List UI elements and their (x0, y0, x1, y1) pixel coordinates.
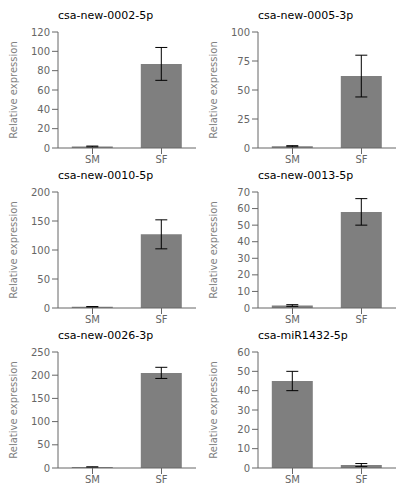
svg-text:50: 50 (237, 220, 250, 231)
svg-text:40: 40 (237, 236, 250, 247)
svg-text:75: 75 (237, 56, 250, 67)
svg-text:SM: SM (85, 474, 100, 485)
svg-text:10: 10 (237, 443, 250, 454)
svg-text:Relative expression: Relative expression (8, 361, 19, 458)
svg-text:70: 70 (237, 187, 250, 198)
svg-text:SM: SM (285, 154, 300, 165)
svg-text:100: 100 (31, 46, 50, 57)
svg-text:SF: SF (355, 314, 367, 325)
svg-text:Relative expression: Relative expression (208, 201, 219, 298)
svg-text:SF: SF (355, 474, 367, 485)
svg-text:60: 60 (37, 85, 50, 96)
svg-text:30: 30 (237, 253, 250, 264)
svg-text:150: 150 (31, 216, 50, 227)
html-text:csa-miR1432-5p: csa-miR1432-5p (258, 329, 348, 342)
svg-text:0: 0 (244, 463, 250, 474)
svg-text:SF: SF (155, 314, 167, 325)
svg-text:150: 150 (31, 393, 50, 404)
svg-text:SM: SM (85, 314, 100, 325)
svg-text:100: 100 (31, 245, 50, 256)
html-text:csa-new-0013-5p: csa-new-0013-5p (258, 169, 354, 182)
svg-text:SF: SF (355, 154, 367, 165)
svg-text:0: 0 (44, 143, 50, 154)
svg-text:50: 50 (237, 85, 250, 96)
svg-text:200: 200 (31, 187, 50, 198)
svg-text:Relative expression: Relative expression (208, 41, 219, 138)
svg-text:30: 30 (237, 405, 250, 416)
svg-text:Relative expression: Relative expression (8, 41, 19, 138)
svg-text:20: 20 (237, 424, 250, 435)
svg-text:40: 40 (37, 104, 50, 115)
svg-text:SM: SM (85, 154, 100, 165)
svg-text:SF: SF (155, 474, 167, 485)
svg-text:0: 0 (244, 303, 250, 314)
svg-text:SM: SM (285, 314, 300, 325)
svg-text:10: 10 (237, 286, 250, 297)
html-text:csa-new-0010-5p: csa-new-0010-5p (58, 169, 154, 182)
svg-text:0: 0 (44, 303, 50, 314)
html-text:csa-new-0005-3p: csa-new-0005-3p (258, 9, 354, 22)
svg-text:Relative expression: Relative expression (8, 201, 19, 298)
svg-text:50: 50 (37, 274, 50, 285)
svg-text:0: 0 (244, 143, 250, 154)
svg-text:0: 0 (44, 463, 50, 474)
svg-text:200: 200 (31, 370, 50, 381)
svg-text:100: 100 (231, 27, 250, 38)
svg-text:Relative expression: Relative expression (208, 361, 219, 458)
svg-text:50: 50 (237, 366, 250, 377)
svg-text:250: 250 (31, 347, 50, 358)
svg-text:60: 60 (237, 203, 250, 214)
svg-text:60: 60 (237, 347, 250, 358)
html-text:csa-new-0026-3p: csa-new-0026-3p (58, 329, 154, 342)
html-text:csa-new-0002-5p: csa-new-0002-5p (58, 9, 154, 22)
svg-text:SM: SM (285, 474, 300, 485)
svg-text:50: 50 (37, 439, 50, 450)
svg-text:25: 25 (237, 114, 250, 125)
svg-text:80: 80 (37, 65, 50, 76)
svg-text:40: 40 (237, 385, 250, 396)
svg-text:100: 100 (31, 416, 50, 427)
svg-text:120: 120 (31, 27, 50, 38)
svg-text:SF: SF (155, 154, 167, 165)
svg-text:20: 20 (237, 269, 250, 280)
svg-text:20: 20 (37, 123, 50, 134)
